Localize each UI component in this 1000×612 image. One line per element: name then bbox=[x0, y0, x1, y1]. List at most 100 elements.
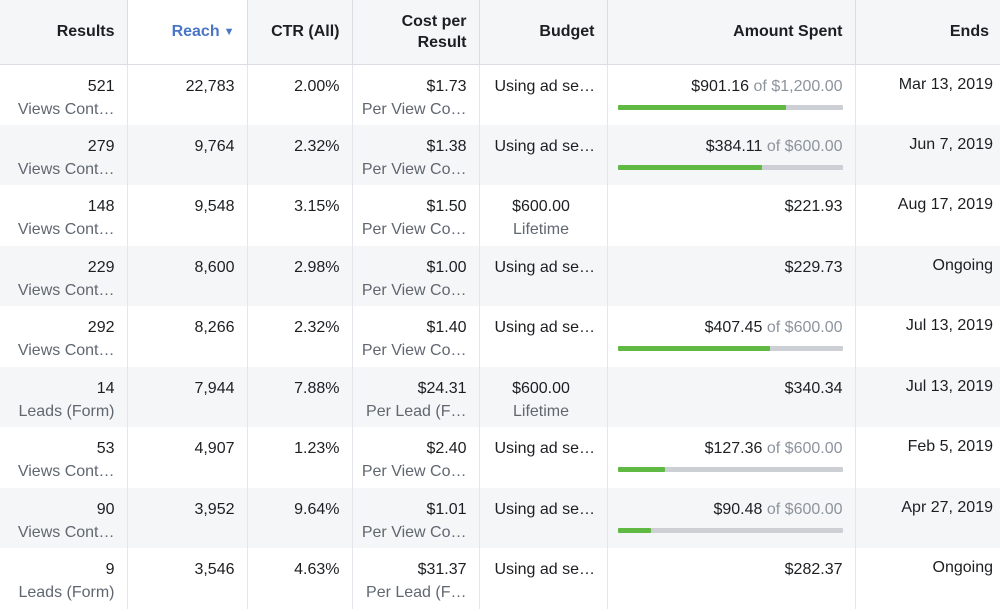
column-header-label: Budget bbox=[539, 23, 595, 41]
result-type: Views Cont… bbox=[17, 100, 115, 118]
reach-cell: 9,548 bbox=[127, 185, 248, 246]
amount-spent-cell: $221.93 bbox=[607, 185, 856, 246]
ends-value: Ongoing bbox=[932, 559, 994, 576]
reach-cell: 9,764 bbox=[127, 124, 248, 185]
amount-spent-value: $340.34 bbox=[784, 379, 843, 397]
column-header-label: Results bbox=[56, 23, 115, 41]
table-row[interactable]: 292 Views Cont… 8,266 2.32% $1.40 Per View Co… bbox=[0, 306, 1000, 367]
amount-spent-value: $90.48 bbox=[713, 500, 763, 518]
results-value: 279 bbox=[87, 137, 115, 155]
amount-spent-value: $229.73 bbox=[784, 258, 843, 276]
spend-progress-bar bbox=[617, 104, 843, 110]
sort-descending-icon[interactable]: ▼ bbox=[223, 25, 235, 38]
results-cell: 229 Views Cont… bbox=[0, 245, 128, 306]
table-row[interactable]: 148 Views Cont… 9,548 3.15% $1.50 Per View Co… bbox=[0, 185, 1000, 246]
ctr-cell: 2.32% bbox=[247, 306, 353, 367]
column-header-ctr[interactable]: CTR (All) bbox=[247, 0, 353, 65]
amount-spent-value: $221.93 bbox=[784, 198, 843, 215]
ctr-value: 7.88% bbox=[294, 379, 340, 397]
result-type: Views Cont… bbox=[17, 281, 115, 299]
result-type: Views Cont… bbox=[17, 523, 115, 541]
ends-value: Jun 7, 2019 bbox=[909, 135, 993, 153]
ends-cell: Jun 7, 2019 bbox=[855, 124, 1000, 185]
ctr-value: 2.00% bbox=[294, 77, 340, 95]
budget-value: Using ad se… bbox=[494, 137, 596, 155]
amount-spent-cell: $407.45 of $600.00 bbox=[607, 306, 856, 367]
reach-value: 4,907 bbox=[194, 440, 235, 457]
budget-cell: Using ad se… bbox=[479, 487, 608, 548]
cost-per-result-cell: $24.31 Per Lead (F… bbox=[352, 366, 480, 427]
column-header-amount-spent[interactable]: Amount Spent bbox=[607, 0, 856, 65]
result-type: Views Cont… bbox=[17, 221, 115, 238]
amount-spent-limit: of $600.00 bbox=[766, 500, 843, 518]
results-cell: 148 Views Cont… bbox=[0, 185, 128, 246]
ctr-cell: 4.63% bbox=[247, 548, 353, 609]
reach-cell: 7,944 bbox=[127, 366, 248, 427]
cost-value: $1.01 bbox=[426, 500, 467, 518]
ends-value: Feb 5, 2019 bbox=[907, 438, 993, 455]
ends-cell: Aug 17, 2019 bbox=[855, 185, 1000, 246]
reach-cell: 8,600 bbox=[127, 245, 248, 306]
results-value: 9 bbox=[105, 561, 115, 578]
results-value: 521 bbox=[87, 77, 115, 95]
budget-cell: Using ad se… bbox=[479, 306, 608, 367]
reach-cell: 4,907 bbox=[127, 427, 248, 488]
results-cell: 14 Leads (Form) bbox=[0, 366, 128, 427]
cost-type: Per View Co… bbox=[361, 281, 467, 299]
ends-cell: Apr 27, 2019 bbox=[855, 487, 1000, 548]
table-row[interactable]: 9 Leads (Form) 3,546 4.63% $31.37 Per Lead (F… bbox=[0, 548, 1000, 609]
ends-value: Mar 13, 2019 bbox=[898, 75, 993, 93]
cost-value: $2.40 bbox=[426, 440, 467, 457]
reach-value: 3,952 bbox=[194, 500, 235, 518]
cost-type: Per View Co… bbox=[361, 342, 467, 359]
column-header-cost-per-result[interactable]: Cost per Result bbox=[352, 0, 480, 65]
table-row[interactable]: 229 Views Cont… 8,600 2.98% $1.00 Per View Co… bbox=[0, 245, 1000, 306]
cost-value: $1.00 bbox=[426, 258, 467, 276]
spend-progress-fill bbox=[617, 346, 771, 351]
budget-type: Lifetime bbox=[512, 221, 570, 238]
reach-value: 8,266 bbox=[194, 319, 235, 336]
reach-value: 3,546 bbox=[194, 561, 235, 578]
column-header-budget[interactable]: Budget bbox=[479, 0, 608, 65]
table-row[interactable]: 14 Leads (Form) 7,944 7.88% $24.31 Per Lead (… bbox=[0, 366, 1000, 427]
cost-per-result-cell: $1.73 Per View Co… bbox=[352, 64, 480, 125]
results-cell: 53 Views Cont… bbox=[0, 427, 128, 488]
cost-value: $31.37 bbox=[417, 561, 467, 578]
table-row[interactable]: 90 Views Cont… 3,952 9.64% $1.01 Per View Co…… bbox=[0, 487, 1000, 548]
column-header-label: Cost per bbox=[401, 12, 467, 30]
table-row[interactable]: 279 Views Cont… 9,764 2.32% $1.38 Per View Co… bbox=[0, 124, 1000, 185]
amount-spent-value: $901.16 bbox=[691, 77, 750, 95]
ctr-value: 1.23% bbox=[294, 440, 340, 457]
cost-type: Per Lead (F… bbox=[366, 402, 467, 420]
amount-spent-limit: of $600.00 bbox=[766, 137, 843, 155]
results-cell: 279 Views Cont… bbox=[0, 124, 128, 185]
ends-cell: Mar 13, 2019 bbox=[855, 64, 1000, 125]
results-value: 53 bbox=[96, 440, 115, 457]
cost-type: Per View Co… bbox=[361, 463, 467, 480]
ctr-cell: 7.88% bbox=[247, 366, 353, 427]
table-row[interactable]: 53 Views Cont… 4,907 1.23% $2.40 Per View Co…… bbox=[0, 427, 1000, 488]
table-row[interactable]: 521 Views Cont… 22,783 2.00% $1.73 Per View C… bbox=[0, 64, 1000, 125]
amount-spent-cell: $901.16 of $1,200.00 bbox=[607, 64, 856, 125]
cost-type: Per View Co… bbox=[361, 160, 467, 178]
spend-progress-fill bbox=[617, 527, 652, 533]
budget-cell: Using ad se… bbox=[479, 124, 608, 185]
budget-value: Using ad se… bbox=[494, 77, 596, 95]
column-header-label: Reach bbox=[171, 22, 220, 40]
ctr-cell: 3.15% bbox=[247, 185, 353, 246]
budget-value: $600.00 bbox=[512, 379, 570, 397]
ends-value: Apr 27, 2019 bbox=[901, 498, 993, 516]
ctr-value: 2.32% bbox=[294, 137, 340, 155]
ctr-cell: 2.00% bbox=[247, 64, 353, 125]
budget-cell: $600.00 Lifetime bbox=[479, 366, 608, 427]
column-header-reach[interactable]: Reach ▼ bbox=[127, 0, 248, 65]
column-header-results[interactable]: Results bbox=[0, 0, 128, 65]
amount-spent-cell: $229.73 bbox=[607, 245, 856, 306]
budget-cell: $600.00 Lifetime bbox=[479, 185, 608, 246]
budget-value: Using ad se… bbox=[494, 561, 596, 578]
amount-spent-limit: of $1,200.00 bbox=[753, 77, 843, 95]
column-header-ends[interactable]: Ends bbox=[855, 0, 1000, 65]
ends-cell: Feb 5, 2019 bbox=[855, 427, 1000, 488]
budget-value: Using ad se… bbox=[494, 500, 596, 518]
